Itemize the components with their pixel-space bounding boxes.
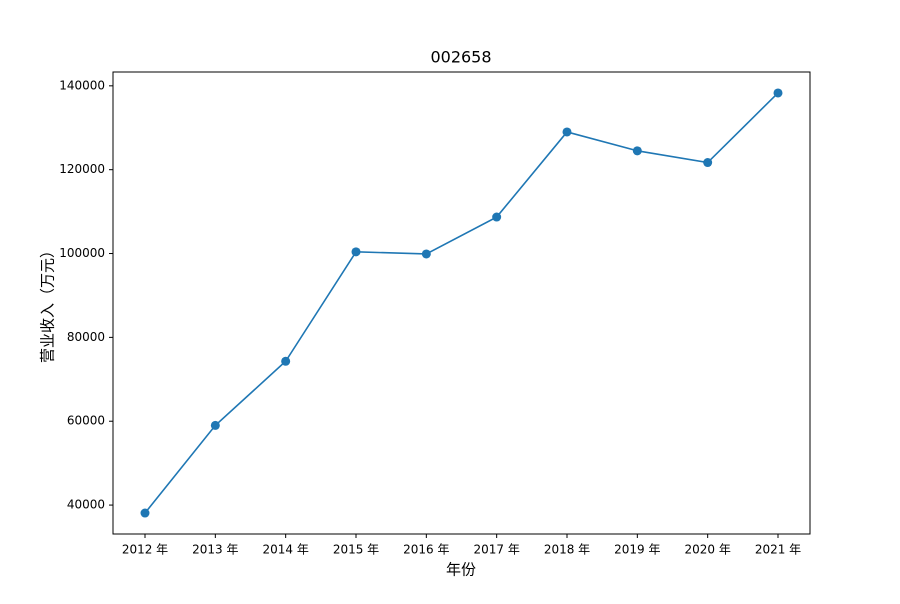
point (421, 249, 431, 259)
x-tick-label: 2013 年 (192, 543, 238, 557)
x-tick-label: 2018 年 (544, 543, 590, 557)
x-tick-label: 2020 年 (684, 543, 730, 557)
y-tick-label: 80000 (67, 330, 105, 344)
point (773, 88, 783, 98)
x-tick-label: 2021 年 (755, 543, 801, 557)
point (632, 146, 642, 156)
chart-title: 002658 (430, 48, 491, 67)
x-tick-label: 2016 年 (403, 543, 449, 557)
x-tick-label: 2017 年 (473, 543, 519, 557)
y-tick-label: 140000 (59, 78, 105, 92)
line (144, 92, 779, 514)
plot-frame (112, 71, 811, 535)
point (281, 356, 291, 366)
x-tick-label: 2012 年 (122, 543, 168, 557)
y-tick-label: 40000 (67, 498, 105, 512)
y-axis-label: 营业收入（万元） (39, 243, 57, 363)
y-tick-label: 100000 (59, 246, 105, 260)
point (210, 420, 220, 430)
y-tick-label: 60000 (67, 414, 105, 428)
point (562, 127, 572, 137)
x-axis-label: 年份 (446, 561, 476, 579)
x-tick-label: 2019 年 (614, 543, 660, 557)
x-tick-label: 2015 年 (333, 543, 379, 557)
y-tick-label: 120000 (59, 162, 105, 176)
x-tick-label: 2014 年 (262, 543, 308, 557)
point (492, 212, 502, 222)
point (351, 247, 361, 257)
point (703, 158, 713, 168)
point (140, 508, 150, 518)
